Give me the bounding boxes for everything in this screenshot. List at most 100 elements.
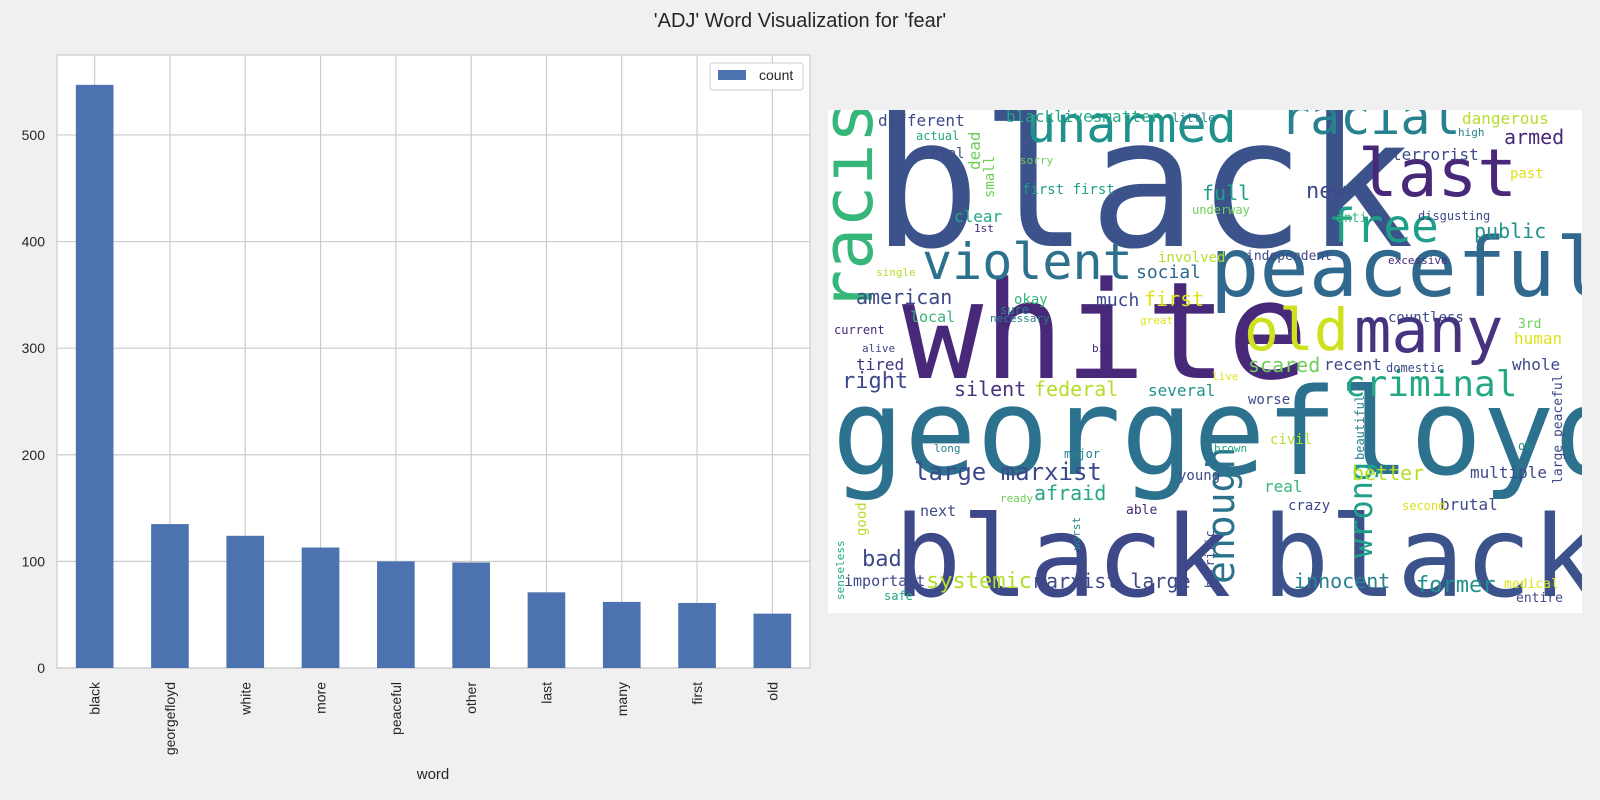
- bar-last: [527, 592, 566, 668]
- wordcloud-word: major: [1064, 447, 1100, 461]
- wordcloud-word: 1st: [974, 222, 994, 235]
- wordcloud-word: safe: [884, 589, 913, 603]
- wordcloud-word: tired: [856, 355, 904, 374]
- wordcloud-word: countless: [1388, 310, 1464, 326]
- wordcloud-word: real: [1264, 477, 1303, 496]
- wordcloud-word: alive: [862, 342, 895, 355]
- bar-many: [602, 601, 641, 668]
- wordcloud-word: single: [876, 266, 916, 279]
- wordcloud-word: white: [902, 253, 1308, 410]
- bar-peaceful: [377, 561, 415, 668]
- y-tick-label: 500: [22, 127, 46, 143]
- x-tick-label: georgefloyd: [162, 682, 178, 755]
- wordcloud-word: great: [1140, 314, 1173, 327]
- legend: count: [709, 62, 804, 91]
- wordcloud-word: marxist large: [1034, 569, 1191, 593]
- wordcloud-word: ok: [1518, 439, 1533, 453]
- wordcloud-word: human: [1514, 329, 1562, 348]
- wordcloud-word: second: [1402, 499, 1445, 513]
- wordcloud-word: many: [1354, 294, 1503, 367]
- bar-white: [226, 535, 265, 668]
- wordcloud-word: multiple: [1470, 463, 1547, 482]
- x-tick-label: last: [538, 682, 554, 704]
- wordcloud-word: new: [1306, 179, 1346, 204]
- wordcloud-word: beautiful: [1353, 395, 1367, 460]
- wordcloud-word: much: [1096, 290, 1139, 311]
- wordcloud-word: ready: [1000, 492, 1033, 505]
- wordcloud-word: armed: [1504, 125, 1564, 149]
- wordcloud-word: unarmed: [1026, 110, 1237, 154]
- wordcloud-word: large peaceful: [1551, 374, 1566, 484]
- wordcloud-word: large marxist: [914, 458, 1102, 486]
- wordcloud-word: underway: [1192, 203, 1250, 217]
- wordcloud-word: 3rd: [1518, 317, 1541, 332]
- wordcloud-word: high: [1458, 126, 1485, 139]
- wordcloud-word: brutal: [1440, 495, 1498, 514]
- wordcloud-word: right: [842, 369, 908, 394]
- wordcloud-word: independent: [1246, 249, 1332, 264]
- wordcloud-word: innocent: [1294, 569, 1390, 593]
- wordcloud-word: little: [1172, 111, 1215, 125]
- wordcloud-word: full: [1202, 181, 1250, 205]
- bar-black: [75, 84, 114, 668]
- wordcloud-word: senseless: [834, 540, 847, 600]
- wordcloud-word: recent: [1324, 355, 1382, 374]
- wordcloud-word: afraid: [1034, 481, 1106, 505]
- x-tick-label: first: [689, 682, 705, 705]
- wordcloud-word: federal: [1034, 377, 1118, 401]
- wordcloud-word: scared: [1248, 353, 1320, 377]
- wordcloud-word: past: [1510, 166, 1544, 182]
- wordcloud-word: long: [934, 442, 961, 455]
- wordcloud-word: good: [854, 502, 870, 536]
- x-axis-label: word: [416, 766, 450, 783]
- wordcloud-word: sorry: [1020, 154, 1053, 167]
- wordcloud-word: free: [1328, 199, 1439, 253]
- wordcloud-word: silent: [954, 377, 1026, 401]
- wordcloud-word: blacklivesmatter: [1006, 110, 1160, 126]
- wordcloud-word: dead: [965, 131, 984, 170]
- wordcloud-word: young: [1178, 468, 1220, 484]
- wordcloud-word: first: [1144, 287, 1204, 311]
- wordcloud-word: black: [894, 493, 1231, 613]
- wordcloud-word: social: [1136, 262, 1201, 283]
- wordcloud-word: terrorist: [1392, 145, 1479, 164]
- wordcloud-word: actual: [916, 129, 959, 143]
- wordcloud-word: brown: [1214, 442, 1247, 455]
- figure-title: 'ADJ' Word Visualization for 'fear': [653, 10, 947, 32]
- x-tick-label: black: [87, 681, 103, 715]
- wordcloud-word: able: [1126, 503, 1157, 518]
- wordcloud-word: anti: [1336, 211, 1367, 226]
- x-tick-label: white: [237, 682, 253, 716]
- wordcloud-word: worst: [1070, 517, 1083, 550]
- y-tick-label: 200: [22, 447, 46, 463]
- bar-first: [678, 602, 716, 668]
- wordcloud-word: big: [1092, 342, 1112, 355]
- wordcloud-word: enough: [1199, 447, 1243, 584]
- wordcloud-word: small: [982, 156, 998, 198]
- x-tick-label: old: [764, 682, 780, 701]
- wordcloud-word: excessive: [1388, 254, 1448, 267]
- wordcloud-word: domestic: [1386, 361, 1444, 375]
- wordcloud-word: sure: [1000, 303, 1029, 317]
- x-tick-label: peaceful: [388, 682, 404, 735]
- wordcloud-word: public: [1474, 219, 1546, 243]
- wordcloud-word: former: [1416, 573, 1495, 598]
- wordcloud-word: disgusting: [1418, 209, 1490, 223]
- wordcloud-word: wrong: [1342, 462, 1380, 558]
- wordcloud-word: horrific: [1203, 530, 1217, 588]
- wordcloud-word: violent: [922, 233, 1133, 291]
- bar-georgefloyd: [151, 524, 189, 668]
- x-tick-label: other: [463, 682, 479, 714]
- bar-old: [753, 613, 792, 668]
- wordcloud-word: dangerous: [1462, 110, 1549, 128]
- word-cloud: black white georgefloyd black black peaceful r…: [828, 110, 1582, 613]
- wordcloud-word: worse: [1248, 392, 1290, 408]
- wordcloud-word: involved: [1158, 250, 1225, 266]
- legend-label: count: [759, 67, 793, 83]
- y-tick-label: 400: [22, 234, 46, 250]
- wordcloud-word: first first: [1022, 182, 1115, 198]
- wordcloud-word: civil: [1270, 432, 1312, 448]
- bar-more: [301, 547, 340, 668]
- wordcloud-word: criminal: [1344, 364, 1517, 405]
